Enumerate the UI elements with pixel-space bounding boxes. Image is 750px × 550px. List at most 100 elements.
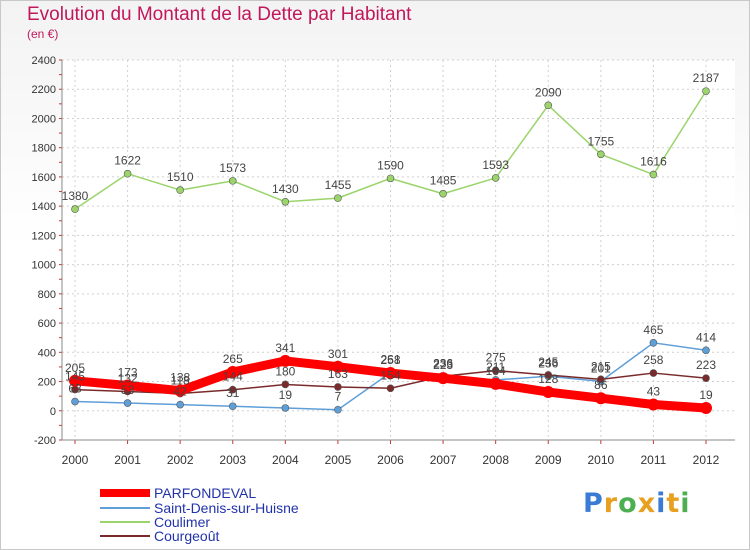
y-tick-label: 2000	[32, 113, 56, 125]
data-label: 1510	[167, 170, 194, 184]
chart-unit: (en €)	[27, 27, 59, 41]
y-tick-label: 400	[38, 347, 56, 359]
data-label: 53	[121, 383, 135, 397]
legend-item-parfondeval: PARFONDEVAL	[100, 485, 256, 501]
data-point	[649, 339, 658, 347]
data-point	[439, 189, 447, 198]
data-point	[281, 404, 290, 412]
data-point	[228, 385, 237, 394]
logo-letter: r	[603, 488, 619, 519]
data-label: 223	[433, 358, 453, 372]
y-tick-label: 800	[38, 289, 56, 301]
data-point	[649, 369, 658, 377]
data-point	[702, 87, 710, 95]
data-point	[174, 384, 187, 397]
data-point	[176, 400, 184, 409]
data-point	[71, 397, 79, 406]
legend-label: Saint-Denis-sur-Huisne	[154, 500, 299, 516]
data-label: 145	[65, 370, 85, 384]
data-label: 223	[696, 358, 716, 372]
data-label: 1622	[114, 154, 141, 168]
data-label: 173	[118, 365, 138, 379]
data-label: 236	[433, 356, 453, 370]
data-label: 1755	[587, 134, 614, 148]
x-tick-label: 2009	[535, 453, 562, 467]
data-label: 236	[433, 356, 453, 370]
data-label: 245	[538, 355, 558, 369]
data-label: 275	[486, 351, 506, 365]
data-label: 201	[591, 361, 611, 375]
data-label: 261	[380, 353, 400, 367]
data-label: 19	[699, 388, 713, 402]
data-point	[647, 398, 660, 411]
data-label: 1430	[272, 182, 299, 196]
data-point	[331, 360, 344, 373]
data-label: 19	[279, 388, 293, 402]
y-tick-label: 1400	[32, 201, 56, 213]
data-label: 184	[486, 364, 506, 378]
data-label: 205	[65, 361, 85, 375]
plot-area	[62, 60, 735, 440]
x-tick-label: 2005	[325, 453, 352, 467]
data-point	[228, 177, 237, 185]
x-tick-label: 2002	[167, 453, 194, 467]
data-label: 128	[538, 372, 558, 386]
logo-letter: P	[583, 488, 604, 519]
y-tick-label: 1200	[32, 230, 56, 242]
data-label: 236	[538, 356, 558, 370]
data-label: 341	[275, 341, 295, 355]
legend-swatch	[100, 521, 150, 523]
data-label: 132	[118, 371, 138, 385]
data-point	[123, 169, 132, 178]
x-tick-label: 2007	[430, 453, 457, 467]
data-label: 2090	[535, 85, 562, 99]
data-point	[279, 354, 292, 367]
data-label: 211	[486, 360, 505, 374]
logo-letter: i	[656, 488, 667, 519]
data-label: 1616	[640, 155, 667, 169]
data-point	[491, 366, 500, 375]
data-point	[437, 372, 450, 385]
x-tick-label: 2008	[482, 453, 509, 467]
data-point	[334, 194, 342, 202]
y-tick-label: 200	[38, 377, 56, 389]
x-tick-label: 2010	[587, 453, 614, 467]
data-point	[542, 386, 555, 399]
data-label: 301	[328, 347, 348, 361]
data-point	[649, 170, 658, 179]
data-point	[700, 401, 712, 414]
legend-swatch	[100, 535, 150, 537]
logo-letter: o	[618, 488, 638, 519]
y-tick-label: -200	[34, 435, 56, 447]
data-label: 465	[643, 323, 663, 337]
data-label: 118	[171, 374, 190, 388]
legend-label: Courgeoût	[154, 528, 220, 544]
x-tick-label: 2012	[693, 453, 720, 467]
data-point	[489, 377, 502, 390]
data-point	[121, 379, 134, 392]
y-tick-label: 0	[50, 406, 56, 418]
x-tick-label: 2001	[114, 453, 141, 467]
legend-swatch	[100, 489, 150, 497]
data-label: 43	[647, 384, 661, 398]
proxiti-logo: Proxiti	[583, 488, 691, 519]
data-label: 180	[275, 364, 295, 378]
data-point	[281, 197, 290, 206]
data-label: 215	[591, 359, 611, 373]
data-point	[123, 399, 132, 407]
data-point	[176, 186, 184, 194]
data-label: 265	[223, 352, 243, 366]
x-tick-label: 2006	[377, 453, 404, 467]
data-point	[544, 371, 553, 379]
data-label: 258	[643, 353, 663, 367]
y-tick-label: 1600	[32, 172, 56, 184]
data-label: 138	[170, 371, 190, 385]
x-tick-label: 2004	[272, 453, 299, 467]
logo-letter: x	[637, 488, 657, 519]
data-label: 31	[226, 386, 240, 400]
y-tick-label: 2200	[32, 84, 56, 96]
data-point	[597, 150, 605, 159]
chart-title: Evolution du Montant de la Dette par Hab…	[27, 4, 412, 25]
data-label: 414	[696, 330, 716, 344]
